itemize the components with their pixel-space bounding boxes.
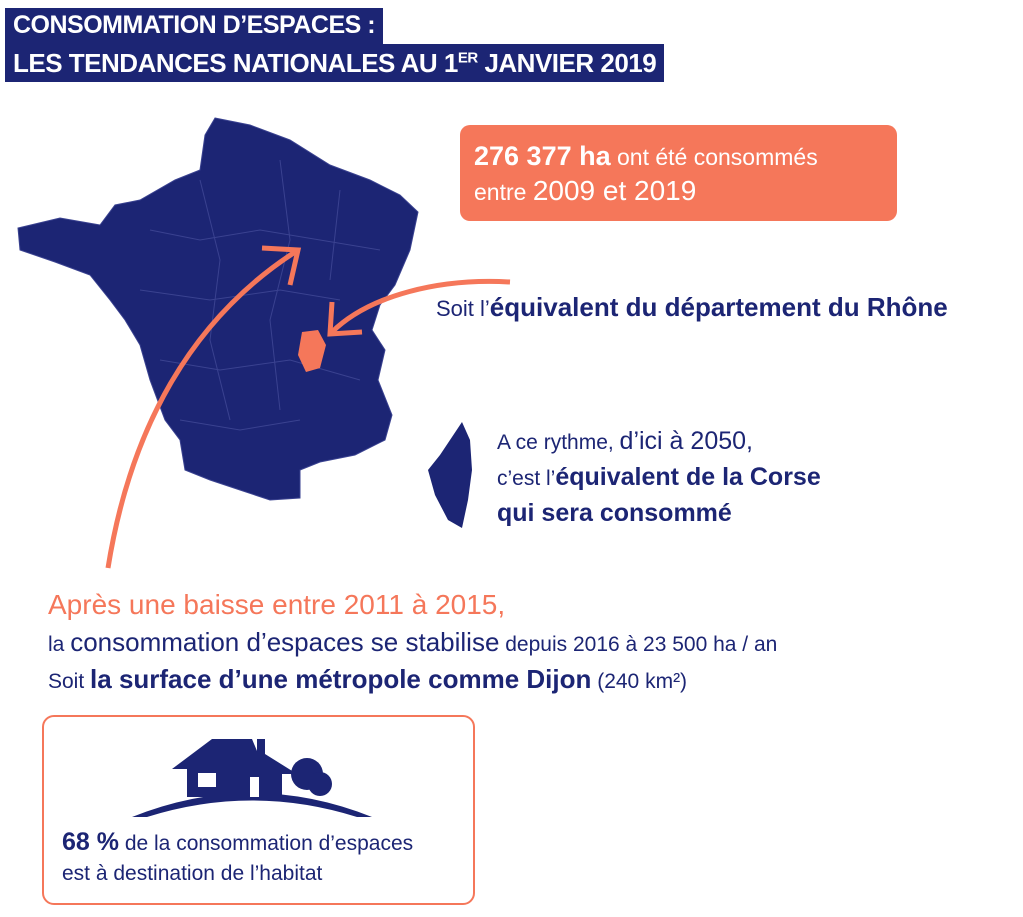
- title-line-2: LES TENDANCES NATIONALES AU 1ER JANVIER …: [5, 44, 665, 82]
- corsica: [428, 422, 472, 528]
- trend-text-d: Soit: [48, 670, 91, 693]
- habitat-value: 68 %: [62, 828, 119, 856]
- corsica-projection: A ce rythme, d’ici à 2050, c’est l’équiv…: [497, 424, 821, 532]
- trend-headline: Après une baisse entre 2011 à 2015,: [48, 589, 506, 620]
- habitat-text-1: de la consommation d’espaces: [118, 832, 414, 855]
- france-outline: [17, 117, 419, 501]
- stat-years: 2009 et 2019: [532, 175, 697, 206]
- arrow-head: [261, 245, 302, 286]
- stat-text-2: entre: [474, 179, 533, 205]
- trend-text-b: consommation d’espaces se stabilise: [70, 627, 500, 657]
- house-icon: [132, 739, 372, 817]
- corse-bold: équivalent de la Corse: [555, 463, 821, 491]
- house-shape: [172, 739, 297, 797]
- title-line-1: CONSOMMATION D’ESPACES :: [5, 8, 384, 44]
- rhone-arrow-curve: [330, 278, 511, 334]
- house-window: [198, 773, 216, 787]
- consumption-stat-box: 276 377 ha ont été consommés entre 2009 …: [460, 125, 897, 221]
- tree-shape: [308, 772, 332, 796]
- corse-year: d’ici à 2050,: [619, 427, 753, 455]
- arrow-curve: [105, 249, 297, 569]
- france-map: [17, 117, 511, 569]
- rhone-arrow-head: [327, 301, 363, 337]
- title-text-end: JANVIER 2019: [477, 48, 657, 78]
- corse-text-2: c’est l’: [497, 467, 556, 490]
- corse-text: A ce rythme,: [497, 431, 620, 454]
- trend-text-a: la: [48, 633, 71, 656]
- house-door: [250, 777, 259, 797]
- habitat-text-2: est à destination de l’habitat: [62, 862, 323, 885]
- trend-bold: la surface d’une métropole comme Dijon: [90, 664, 592, 694]
- habitat-box: 68 % de la consommation d’espaces est à d…: [42, 715, 475, 905]
- habitat-text: 68 % de la consommation d’espaces est à d…: [62, 827, 413, 889]
- title-sup: ER: [457, 49, 478, 67]
- corse-bold-2: qui sera consommé: [497, 499, 732, 527]
- stat-value: 276 377 ha: [474, 141, 611, 171]
- trend-text-e: (240 km²): [591, 670, 688, 693]
- rhone-prefix: Soit l’: [436, 296, 490, 321]
- rhone-department: [298, 330, 326, 372]
- stat-text: ont été consommés: [610, 144, 818, 170]
- hill-shape: [132, 793, 372, 817]
- rhone-comparison: Soit l’équivalent du département du Rhôn…: [436, 292, 948, 323]
- trend-text-c: depuis 2016 à 23 500 ha / an: [499, 633, 778, 656]
- department-lines: [139, 159, 381, 431]
- rhone-bold: équivalent du département du Rhône: [489, 292, 948, 322]
- title-text: LES TENDANCES NATIONALES AU 1: [13, 48, 458, 78]
- trend-text: Après une baisse entre 2011 à 2015, la c…: [48, 588, 777, 699]
